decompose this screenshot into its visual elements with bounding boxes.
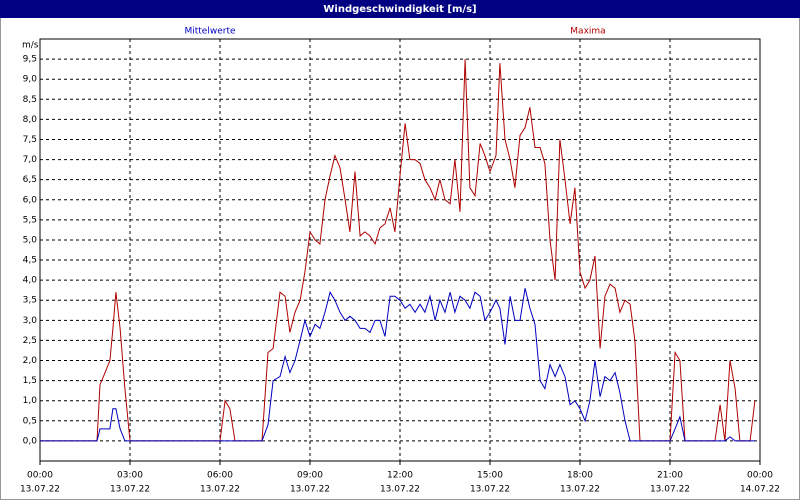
y-tick-label: 8,0: [23, 115, 38, 125]
y-tick-label: 0,5: [23, 416, 37, 426]
x-tick-date: 13.07.22: [650, 485, 690, 495]
x-tick-date: 13.07.22: [290, 485, 330, 495]
y-tick-label: 6,0: [23, 195, 38, 205]
y-tick-label: 9,0: [23, 75, 38, 85]
x-tick-label: 06:00: [207, 471, 233, 481]
x-tick-date: 13.07.22: [470, 485, 510, 495]
y-tick-label: 3,5: [23, 296, 37, 306]
x-tick-date: 13.07.22: [200, 485, 240, 495]
y-tick-label: 3,0: [23, 316, 38, 326]
x-tick-label: 21:00: [657, 471, 683, 481]
y-tick-label: 6,5: [23, 175, 37, 185]
y-tick-label: 8,5: [23, 95, 37, 105]
series-line: [40, 288, 755, 442]
x-tick-label: 15:00: [477, 471, 503, 481]
y-unit: m/s: [22, 41, 39, 51]
x-tick-label: 09:00: [297, 471, 323, 481]
legend-label: Maxima: [570, 27, 605, 37]
y-tick-label: 1,5: [23, 376, 37, 386]
title-bar: [0, 0, 800, 18]
y-tick-label: 7,5: [23, 135, 37, 145]
y-tick-label: 9,5: [23, 55, 37, 65]
x-tick-date: 13.07.22: [20, 485, 60, 495]
y-tick-label: 1,0: [23, 396, 38, 406]
x-tick-date: 13.07.22: [560, 485, 600, 495]
y-tick-label: 7,0: [23, 155, 38, 165]
y-tick-label: 2,5: [23, 336, 37, 346]
x-tick-date: 13.07.22: [110, 485, 150, 495]
y-tick-label: 0,0: [23, 436, 38, 446]
x-tick-label: 03:00: [117, 471, 143, 481]
y-tick-label: 4,0: [23, 276, 38, 286]
legend-label: Mittelwerte: [184, 27, 235, 37]
x-tick-label: 00:00: [747, 471, 773, 481]
y-tick-label: 2,0: [23, 356, 38, 366]
chart-title: Windgeschwindigkeit [m/s]: [323, 4, 476, 15]
x-tick-label: 12:00: [387, 471, 413, 481]
y-tick-label: 4,5: [23, 256, 37, 266]
x-tick-label: 18:00: [567, 471, 593, 481]
series-line: [40, 59, 756, 442]
x-tick-date: 14.07.22: [740, 485, 780, 495]
x-tick-date: 13.07.22: [380, 485, 420, 495]
x-tick-label: 00:00: [27, 471, 53, 481]
y-tick-label: 5,0: [23, 235, 38, 245]
y-tick-label: 5,5: [23, 215, 37, 225]
